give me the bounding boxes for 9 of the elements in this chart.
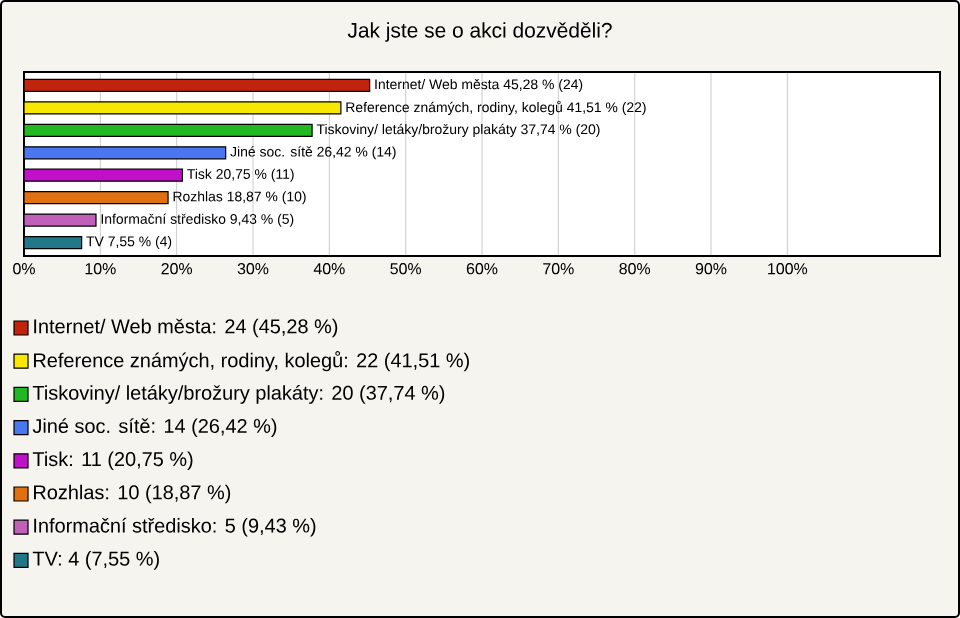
text: Jiné soc. sítě: 14 (26,42 %) (32, 418, 277, 437)
text: Reference známých, rodiny, kolegů: 22 (41,51 %) (34, 351, 469, 372)
chart-title: Jak jste se o akci dozvěděli? (347, 22, 612, 42)
text: Internet/ Web města: 24 (45,28 %) (34, 318, 338, 338)
text: Rozhlas: 10 (18,87 %) (34, 484, 231, 504)
text: TV: 4 (7,55 %) (32, 551, 159, 570)
text: Tisk: 11 (20,75 %) (32, 451, 193, 471)
text: Informační středisko: 5 (9,43 %) (34, 517, 316, 537)
text: Tiskoviny/ letáky/brožury plakáty: 20 (37,74 %) (32, 384, 445, 404)
